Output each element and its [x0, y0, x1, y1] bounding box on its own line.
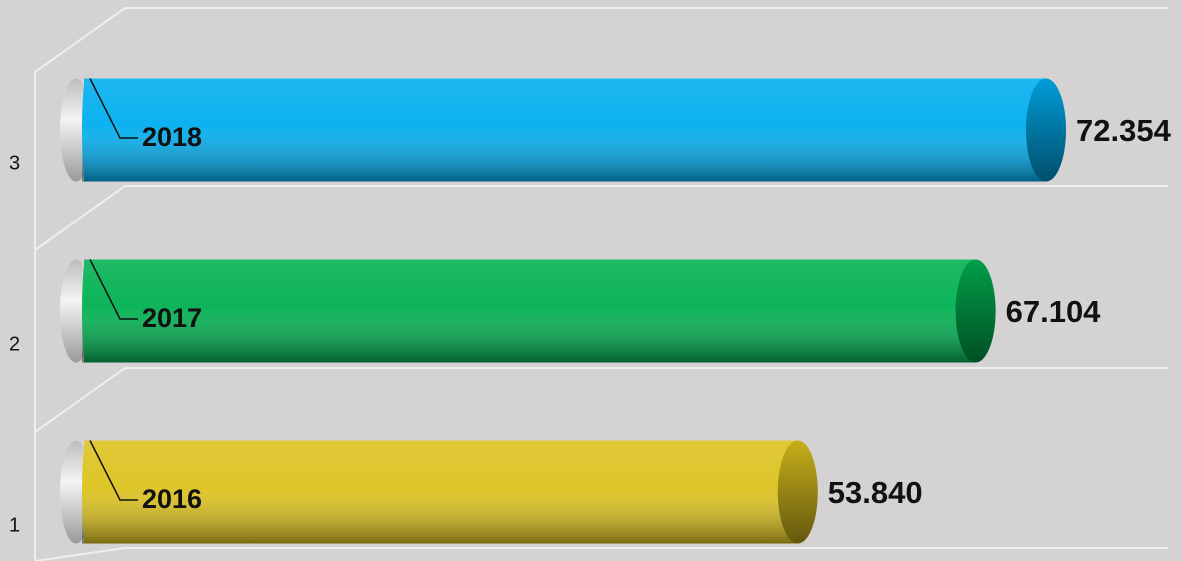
bar-label: 2017 — [142, 303, 202, 333]
leader-line — [89, 440, 138, 501]
y-tick-label: 2 — [9, 333, 20, 355]
y-tick-label: 1 — [9, 514, 20, 536]
bar-end-cap-shade — [1026, 78, 1066, 182]
bar-shade — [82, 259, 976, 363]
bar-label: 2018 — [142, 122, 202, 152]
y-tick-label: 3 — [9, 152, 20, 174]
bar-end-cap-shade — [955, 259, 996, 363]
leader-line — [89, 259, 138, 320]
value-label: 67.104 — [1006, 294, 1102, 329]
floor-grid — [34, 7, 1168, 561]
leader-line — [89, 78, 138, 139]
bar-label: 2016 — [142, 484, 202, 514]
value-label: 53.840 — [828, 475, 923, 510]
bar-shade — [82, 78, 1046, 182]
value-label: 72.354 — [1076, 113, 1172, 148]
bar-shade — [82, 440, 798, 544]
bar-end-cap-shade — [777, 440, 818, 544]
